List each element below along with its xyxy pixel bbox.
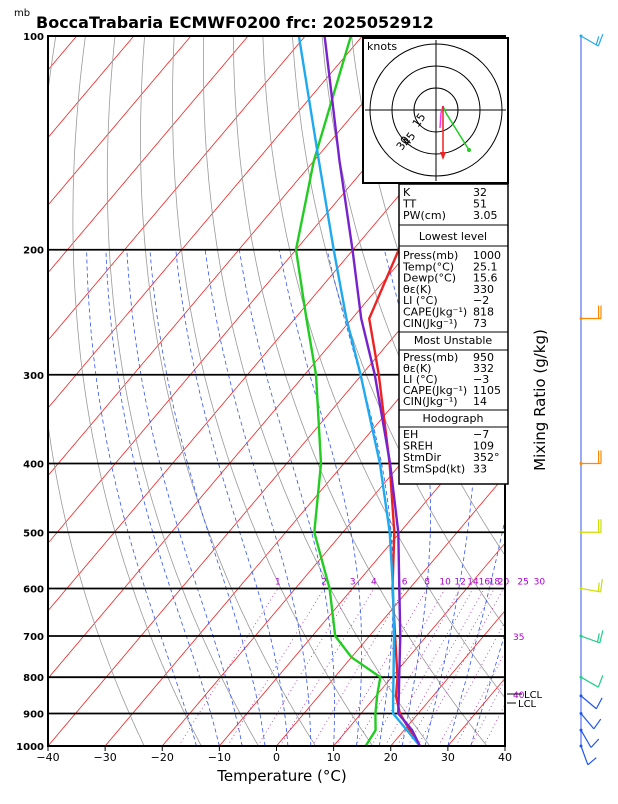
pressure-tick-label: 400: [23, 459, 44, 470]
wind-barb-base: [580, 676, 583, 679]
wind-barb-base: [580, 745, 583, 748]
pressure-tick-label: 200: [23, 246, 44, 257]
mixing-ratio-label: 25: [517, 577, 528, 587]
temperature-tick-label: 20: [384, 751, 398, 764]
hodograph-point-green: [467, 148, 471, 152]
mixing-ratio-label: 20: [498, 577, 510, 587]
hodograph-title: Hodograph: [423, 412, 484, 425]
index-value: 14: [473, 395, 487, 408]
mixing-ratio-label: 14: [467, 577, 479, 587]
temperature-tick-label: 0: [273, 751, 280, 764]
wind-barb-base: [580, 712, 583, 715]
pressure-tick-label: 800: [23, 673, 44, 684]
temperature-tick-label: −20: [151, 751, 174, 764]
pressure-tick-label: 100: [23, 32, 44, 43]
temperature-tick-label: 10: [327, 751, 341, 764]
hodograph-knots-label: knots: [367, 40, 397, 53]
mixing-ratio-label: 4: [371, 577, 377, 587]
wind-barb-base: [580, 317, 583, 320]
chart-title: BoccaTrabaria ECMWF0200 frc: 2025052912: [36, 13, 434, 32]
index-value: 3.05: [473, 209, 498, 222]
mixing-ratio-label: 3: [350, 577, 356, 587]
wind-barb-base: [580, 531, 583, 534]
pressure-tick-label: 500: [23, 528, 44, 539]
mixing-ratio-label: 35: [513, 633, 524, 643]
hodograph: knots 45 30 15: [363, 38, 508, 183]
index-label: CIN(Jkg⁻¹): [403, 395, 458, 408]
mixing-ratio-label: 12: [454, 577, 465, 587]
pressure-tick-label: 300: [23, 371, 44, 382]
mixing-ratio-label: 30: [534, 577, 546, 587]
lcl-label-lower: LCL: [518, 699, 537, 710]
unit-mb-label: mb: [14, 8, 30, 19]
pressure-tick-label: 600: [23, 584, 44, 595]
wind-barb-base: [580, 729, 583, 732]
lowest-level-title: Lowest level: [419, 230, 487, 243]
mixing-ratio-label: 1: [275, 577, 281, 587]
mixing-ratio-label: 10: [439, 577, 451, 587]
index-value: 33: [473, 463, 487, 476]
wind-barb-base: [580, 694, 583, 697]
mixing-ratio-label: 8: [424, 577, 430, 587]
temperature-tick-label: 30: [441, 751, 455, 764]
wind-barb-base: [580, 587, 583, 590]
temperature-tick-label: −30: [94, 751, 117, 764]
pressure-tick-label: 900: [23, 710, 44, 721]
mixing-ratio-label: 6: [402, 577, 408, 587]
most-unstable-title: Most Unstable: [414, 334, 493, 347]
wind-barb-base: [580, 635, 583, 638]
temperature-tick-label: −10: [208, 751, 231, 764]
temperature-tick-label: −40: [36, 751, 59, 764]
index-label: StmSpd(kt): [403, 463, 465, 476]
index-label: CIN(Jkg⁻¹): [403, 317, 458, 330]
x-axis-label: Temperature (°C): [216, 767, 346, 785]
index-value: 73: [473, 317, 487, 330]
wind-barb-base: [580, 462, 583, 465]
temperature-tick-label: 40: [498, 751, 512, 764]
mixing-ratio-axis-label: Mixing Ratio (g/kg): [531, 329, 549, 471]
wind-barb-base: [580, 35, 583, 38]
index-label: PW(cm): [403, 209, 446, 222]
pressure-tick-label: 700: [23, 632, 44, 643]
